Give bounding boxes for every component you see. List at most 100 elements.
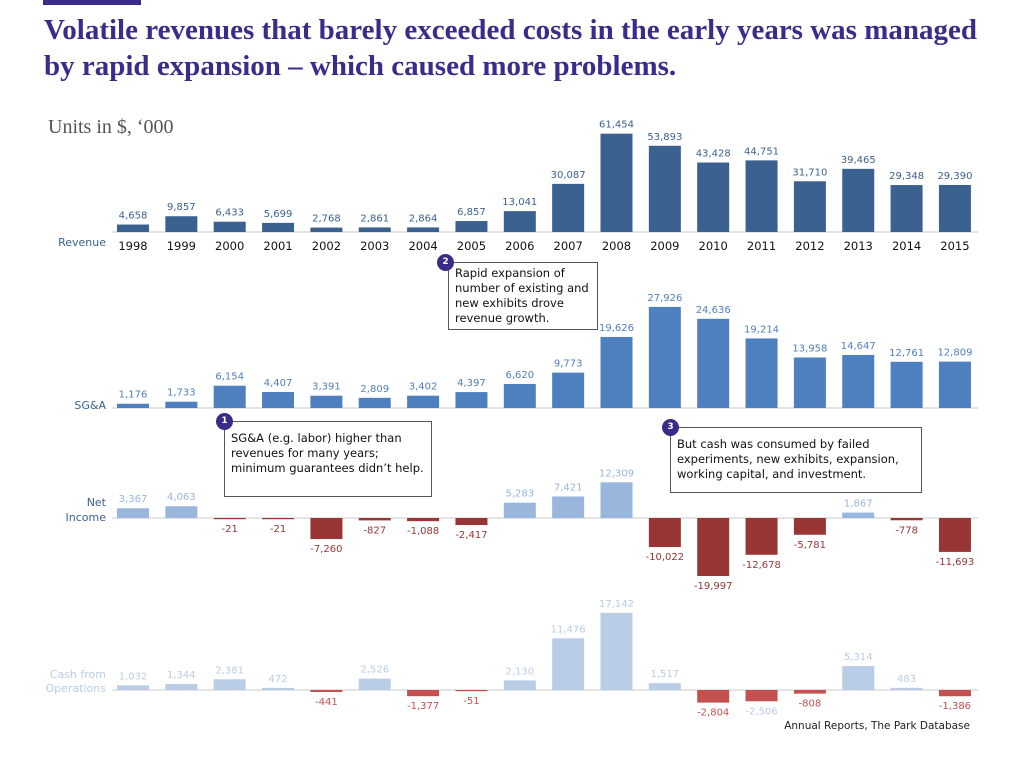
net-income-bar <box>552 496 585 518</box>
revenue-value-label: 53,893 <box>647 132 682 143</box>
annotation-2-badge: 2 <box>437 254 454 271</box>
revenue-bar <box>358 227 391 232</box>
net-income-bar <box>793 518 826 535</box>
revenue-row-label: Revenue <box>58 236 106 249</box>
cash-from-operations-value-label: -441 <box>315 697 338 708</box>
net-income-bar <box>745 518 778 555</box>
revenue-bar <box>842 168 875 232</box>
net-income-bar <box>407 518 440 522</box>
net-income-value-label: 7,421 <box>554 482 583 493</box>
revenue-bar <box>938 184 971 232</box>
sg-a-bar <box>262 392 295 408</box>
sg-a-value-label: 2,809 <box>360 384 389 395</box>
year-tick-label: 1998 <box>118 239 147 253</box>
chart-title: Volatile revenues that barely exceeded c… <box>44 14 977 82</box>
annotation-2-text: Rapid expansion of number of existing an… <box>455 266 589 325</box>
sg-a-value-label: 24,636 <box>696 305 731 316</box>
cash-from-operations-bar <box>697 690 730 703</box>
revenue-bar <box>117 224 149 232</box>
cash-from-operations-value-label: 483 <box>897 674 916 685</box>
sg-a-value-label: 12,761 <box>889 348 924 359</box>
sg-a-bar <box>310 395 343 408</box>
sg-a-row-label: SG&A <box>74 399 106 412</box>
year-tick-label: 2000 <box>215 239 244 253</box>
net-income-bar <box>262 518 295 520</box>
revenue-value-label: 61,454 <box>599 120 634 131</box>
year-tick-label: 2003 <box>360 239 389 253</box>
revenue-bar <box>600 133 633 232</box>
annotation-3-text: But cash was consumed by failed experime… <box>677 437 899 481</box>
year-tick-label: 2007 <box>554 239 583 253</box>
net-income-bar <box>310 518 343 540</box>
year-tick-label: 2008 <box>602 239 631 253</box>
cash-from-operations-bar <box>793 690 826 694</box>
revenue-value-label: 4,658 <box>119 211 148 222</box>
revenue-bar <box>697 162 730 232</box>
net-income-value-label: -2,417 <box>455 530 487 541</box>
year-tick-label: 2001 <box>263 239 292 253</box>
sg-a-value-label: 19,214 <box>744 324 779 335</box>
sg-a-bar <box>745 338 778 408</box>
net-income-bar <box>938 518 971 552</box>
title-accent-bar <box>43 0 141 5</box>
annotation-1: SG&A (e.g. labor) higher than revenues f… <box>224 421 432 497</box>
net-income-value-label: -10,022 <box>646 552 685 563</box>
year-tick-label: 1999 <box>167 239 196 253</box>
net-income-row-label: Income <box>66 511 107 524</box>
revenue-value-label: 30,087 <box>551 170 586 181</box>
sg-a-bar <box>842 354 875 408</box>
cash-from-operations-bar <box>938 690 971 697</box>
revenue-bar <box>213 221 246 232</box>
revenue-bar <box>262 222 295 232</box>
cash-from-operations-value-label: -808 <box>799 699 822 710</box>
revenue-bar <box>793 181 826 232</box>
year-tick-label: 2015 <box>940 239 969 253</box>
revenue-value-label: 5,699 <box>264 209 293 220</box>
net-income-value-label: -1,088 <box>407 526 439 537</box>
cash-from-operations-bar <box>890 687 923 690</box>
cash-from-operations-row-label: Operations <box>46 682 107 695</box>
source-note: Annual Reports, The Park Database <box>784 720 970 732</box>
sg-a-value-label: 4,407 <box>264 378 293 389</box>
units-label: Units in $, ‘000 <box>48 116 174 138</box>
year-tick-label: 2006 <box>505 239 534 253</box>
net-income-bar <box>842 512 875 518</box>
cash-from-operations-bar <box>310 690 343 692</box>
cash-from-operations-value-label: 11,476 <box>551 624 586 635</box>
cash-from-operations-value-label: -51 <box>463 696 479 707</box>
revenue-bar <box>165 216 198 232</box>
year-tick-label: 2013 <box>844 239 873 253</box>
net-income-value-label: -12,678 <box>742 560 781 571</box>
sg-a-value-label: 9,773 <box>554 359 583 370</box>
year-tick-label: 2011 <box>747 239 776 253</box>
revenue-bar <box>455 221 488 232</box>
sg-a-value-label: 27,926 <box>647 293 682 304</box>
annotation-3: But cash was consumed by failed experime… <box>670 427 922 493</box>
net-income-value-label: -19,997 <box>694 581 733 592</box>
revenue-bar <box>552 183 585 232</box>
net-income-value-label: -11,693 <box>936 557 975 568</box>
sg-a-bar <box>407 395 440 408</box>
net-income-value-label: -5,781 <box>794 540 826 551</box>
net-income-value-label: 12,309 <box>599 468 634 479</box>
sg-a-bar <box>455 392 488 408</box>
net-income-value-label: -21 <box>270 524 286 535</box>
net-income-row-label: Net <box>87 496 107 509</box>
sg-a-bar <box>600 336 633 408</box>
sg-a-value-label: 1,733 <box>167 388 196 399</box>
sg-a-value-label: 3,402 <box>409 382 438 393</box>
cash-from-operations-bar <box>407 690 440 697</box>
net-income-bar <box>697 518 730 576</box>
net-income-bar <box>213 518 246 520</box>
revenue-value-label: 2,768 <box>312 214 341 225</box>
cash-from-operations-bar <box>213 679 246 690</box>
cash-from-operations-bar <box>455 690 488 692</box>
sg-a-bar <box>648 306 681 408</box>
sg-a-value-label: 12,809 <box>937 348 972 359</box>
year-tick-label: 2014 <box>892 239 921 253</box>
revenue-value-label: 29,348 <box>889 171 924 182</box>
revenue-bar <box>890 185 923 232</box>
cash-from-operations-bar <box>600 612 633 690</box>
net-income-bar <box>600 482 633 518</box>
